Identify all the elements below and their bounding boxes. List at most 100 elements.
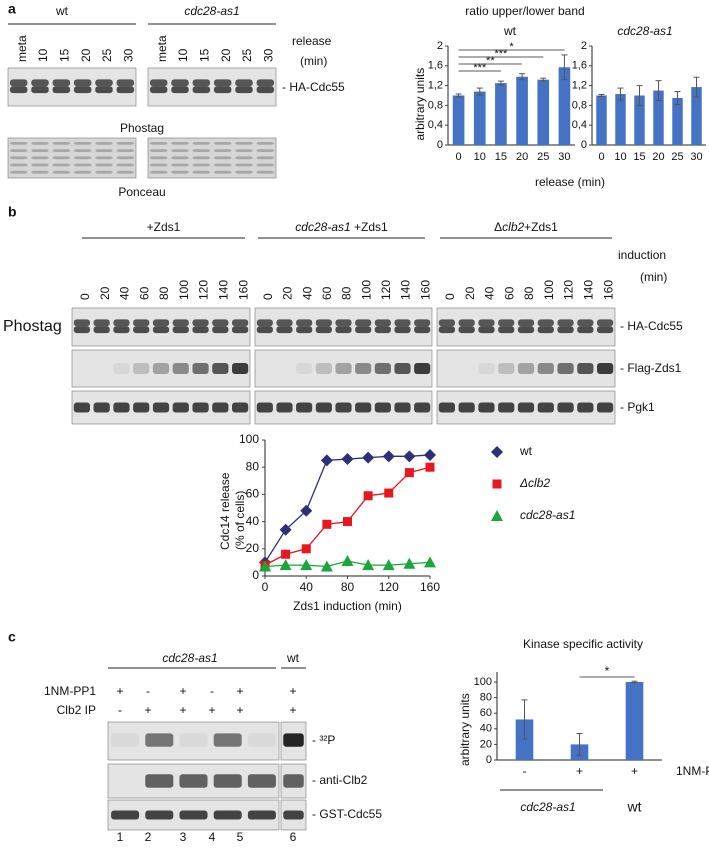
band: [247, 733, 276, 747]
lane-mark: -: [146, 684, 150, 698]
lane-mark: +: [236, 684, 243, 698]
lane-label: 10: [36, 48, 50, 62]
blot: [7, 137, 137, 179]
blot: [71, 390, 251, 425]
x-tick-label: +: [631, 764, 638, 778]
marker: [424, 556, 436, 568]
blot: [71, 349, 251, 388]
band: [235, 149, 253, 152]
x-tick-label: 0: [456, 151, 462, 163]
lane-label: meta: [155, 35, 169, 62]
axis-note: (min): [640, 270, 667, 284]
band: [212, 326, 229, 334]
band: [335, 326, 352, 334]
band: [213, 79, 232, 87]
lane-label: 60: [502, 286, 516, 300]
band: [213, 733, 242, 747]
lane-mark: +: [179, 703, 186, 717]
band: [31, 86, 49, 94]
lane-label: 10: [176, 48, 190, 62]
bar: [596, 95, 607, 145]
band: [557, 362, 574, 375]
band: [235, 142, 253, 145]
x-axis-title: 1NM-PP1: [676, 764, 709, 778]
band: [374, 319, 391, 327]
x-tick-label: +: [576, 764, 583, 778]
band: [458, 319, 475, 327]
lane-label: 40: [300, 286, 314, 300]
band: [213, 170, 232, 174]
x-tick-label: -: [523, 764, 527, 778]
marker: [491, 510, 503, 521]
band: [52, 142, 71, 145]
blot-background: [7, 67, 137, 107]
band: [9, 86, 28, 94]
x-tick-label: 15: [633, 151, 645, 163]
band: [212, 362, 229, 375]
band: [192, 149, 211, 152]
marker: [363, 491, 373, 501]
band-label: - HA-Cdc55: [620, 319, 683, 333]
band: [149, 86, 168, 94]
y-tick-label: 80: [246, 459, 260, 473]
blot: [147, 137, 277, 179]
blot-background: [7, 137, 137, 179]
band: [478, 319, 495, 327]
band: [172, 362, 189, 375]
gel-label: Ponceau: [118, 185, 165, 199]
band: [52, 170, 71, 174]
band: [133, 362, 150, 375]
y-tick-label: 100: [239, 432, 259, 446]
lane-number: 1: [117, 830, 124, 844]
band: [256, 163, 275, 167]
band: [438, 319, 455, 327]
band: [213, 163, 232, 167]
marker: [384, 488, 394, 498]
lane-mark: +: [179, 684, 186, 698]
band: [296, 402, 313, 413]
bar: [473, 91, 486, 145]
lane-label: 15: [198, 48, 212, 62]
lane-label: 120: [197, 280, 211, 300]
band: [95, 149, 113, 152]
band: [232, 326, 249, 334]
lane-number: 3: [180, 830, 187, 844]
band: [414, 362, 431, 375]
marker: [343, 517, 352, 527]
error-bar: [476, 87, 483, 96]
x-tick-label: 25: [537, 151, 549, 163]
band: [73, 402, 90, 413]
lane-label: 30: [262, 48, 276, 62]
blot: [7, 67, 137, 107]
band: [149, 142, 168, 145]
band: [171, 163, 189, 167]
band: [355, 319, 372, 327]
band: [276, 326, 293, 334]
band: [31, 163, 49, 167]
band: [256, 170, 275, 174]
band: [517, 326, 535, 334]
band: [171, 149, 189, 152]
marker: [424, 448, 436, 461]
band: [537, 362, 554, 375]
y-tick-label: 20: [480, 738, 492, 750]
y-tick-label: 60: [246, 487, 260, 501]
band: [95, 163, 113, 167]
band: [152, 402, 170, 413]
blot: [254, 307, 433, 347]
marker: [320, 454, 333, 467]
band: [498, 362, 515, 375]
band: [145, 774, 174, 788]
band: [192, 79, 211, 87]
lane-mark: -: [210, 684, 214, 698]
gel-label: Phostag: [3, 318, 62, 335]
band: [31, 142, 49, 145]
band: [111, 810, 140, 820]
band: [517, 319, 535, 327]
significance-label: ***: [473, 62, 487, 74]
band: [597, 362, 614, 375]
y-tick-label: 1,6: [428, 60, 443, 72]
band: [145, 733, 174, 747]
error-bar: [636, 85, 643, 106]
group-label-part: +Zds1: [351, 220, 388, 234]
